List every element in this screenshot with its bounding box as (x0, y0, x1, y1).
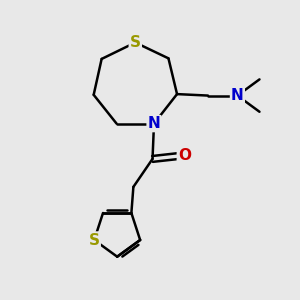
Text: O: O (178, 148, 191, 164)
Text: S: S (89, 232, 100, 247)
Text: N: N (231, 88, 244, 103)
Text: N: N (148, 116, 160, 131)
Text: S: S (130, 35, 141, 50)
